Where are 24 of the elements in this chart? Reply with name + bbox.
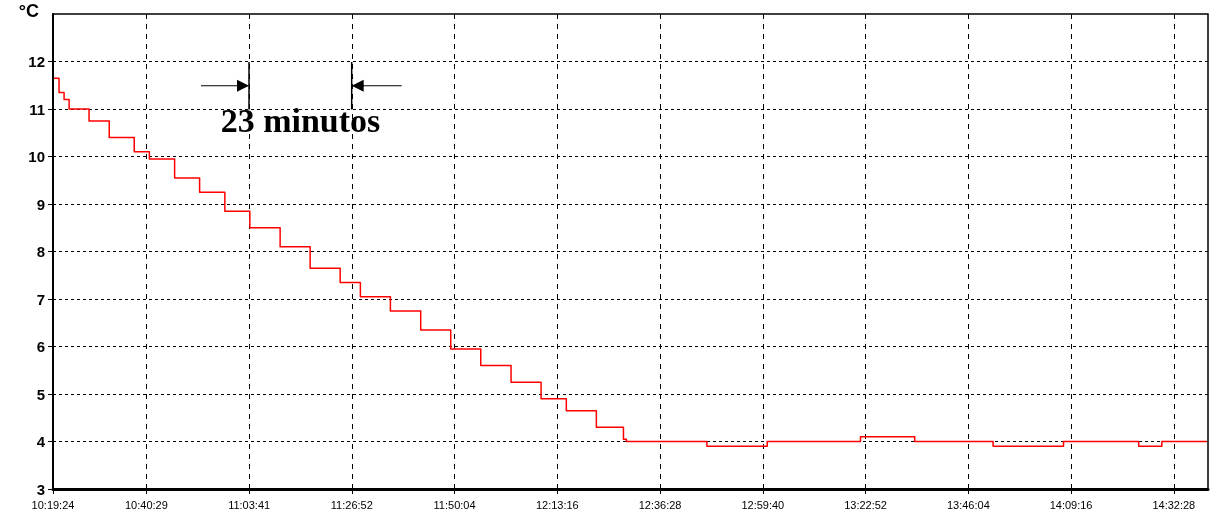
x-tick-label: 13:22:52 [844,498,887,511]
y-tick-label: 9 [36,195,45,213]
x-tick-label: 14:32:28 [1152,498,1196,511]
x-tick-label: 12:36:28 [638,498,682,511]
x-tick-label: 12:59:40 [741,498,785,511]
y-tick-label: 12 [28,53,45,70]
x-tick-label: 11:03:41 [228,498,271,511]
x-tick-label: 10:40:29 [124,498,168,511]
annotation: 23 minutos [220,101,381,140]
y-tick-label: 7 [36,290,45,308]
x-tick-label: 14:09:16 [1049,498,1093,511]
y-tick-label: 8 [36,243,45,260]
x-tick-label: 11:50:04 [433,498,476,511]
x-tick-label: 13:46:04 [946,498,990,511]
y-tick-label: 6 [36,338,45,355]
y-tick-label: 11 [29,100,45,118]
y-axis-title: °C [18,1,39,21]
y-tick-label: 3 [36,480,45,498]
y-tick-label: 4 [36,433,46,450]
x-tick-label: 12:13:16 [535,498,579,511]
x-tick-label: 10:19:24 [31,498,75,511]
y-tick-label: 5 [36,385,45,403]
x-tick-label: 11:26:52 [330,498,373,511]
y-tick-label: 10 [28,148,45,165]
